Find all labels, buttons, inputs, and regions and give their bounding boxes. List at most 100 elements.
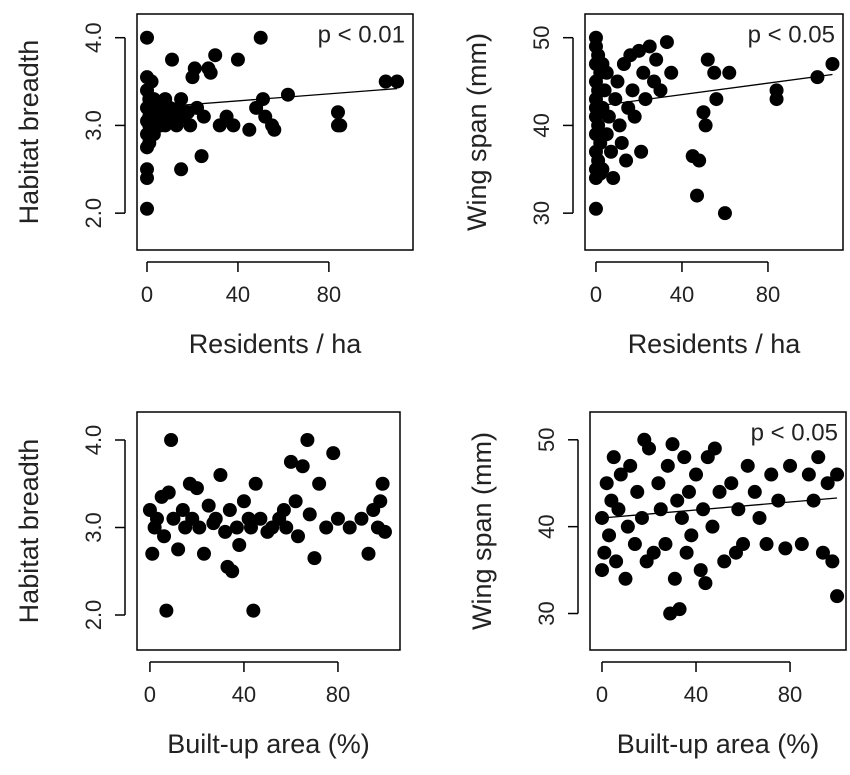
data-point bbox=[631, 43, 646, 58]
data-point bbox=[649, 52, 664, 67]
y-tick-label: 4.0 bbox=[81, 425, 106, 456]
data-point bbox=[175, 503, 190, 517]
data-point bbox=[280, 87, 295, 102]
data-point bbox=[606, 450, 621, 465]
data-point bbox=[681, 484, 696, 499]
data-point bbox=[717, 206, 732, 221]
data-point bbox=[794, 537, 809, 552]
data-point bbox=[174, 162, 189, 177]
data-point bbox=[731, 502, 746, 517]
data-point bbox=[665, 437, 680, 452]
data-point bbox=[717, 554, 732, 569]
data-point bbox=[653, 502, 668, 517]
data-point bbox=[226, 118, 241, 133]
data-point bbox=[236, 494, 251, 509]
y-tick-label: 40 bbox=[529, 113, 554, 137]
data-point bbox=[690, 188, 705, 203]
data-point bbox=[642, 39, 657, 54]
y-tick-label: 3.0 bbox=[81, 110, 106, 141]
x-axis-label: Built-up area (%) bbox=[167, 729, 370, 759]
data-point bbox=[659, 35, 674, 50]
annotation: p < 0.01 bbox=[318, 21, 405, 48]
y-axis-label: Wing span (mm) bbox=[462, 33, 492, 231]
data-point bbox=[354, 511, 369, 526]
data-point bbox=[604, 144, 619, 159]
data-point bbox=[653, 83, 668, 98]
data-point bbox=[696, 105, 711, 120]
data-point bbox=[201, 498, 216, 513]
data-point bbox=[707, 65, 722, 80]
data-point bbox=[140, 201, 155, 216]
data-point bbox=[333, 118, 348, 133]
data-point bbox=[606, 171, 621, 186]
data-point bbox=[801, 467, 816, 482]
y-tick-label: 40 bbox=[534, 514, 559, 538]
data-point bbox=[825, 57, 840, 72]
y-axis-label: Habitat breadth bbox=[14, 40, 44, 225]
data-point bbox=[144, 74, 159, 89]
data-point bbox=[692, 153, 707, 168]
data-point bbox=[677, 450, 692, 465]
data-point bbox=[764, 467, 779, 482]
data-point bbox=[300, 433, 315, 447]
data-point bbox=[161, 485, 176, 500]
data-point bbox=[601, 109, 616, 124]
data-point bbox=[610, 74, 625, 89]
data-point bbox=[820, 476, 835, 491]
x-tick-label: 40 bbox=[670, 282, 694, 307]
data-point bbox=[232, 538, 247, 552]
data-point bbox=[253, 511, 268, 526]
data-point bbox=[276, 503, 291, 517]
data-point bbox=[670, 493, 685, 508]
y-tick-label: 4.0 bbox=[81, 22, 106, 53]
data-point bbox=[225, 564, 240, 579]
data-point bbox=[194, 149, 209, 164]
y-axis-label: Wing span (mm) bbox=[467, 432, 497, 630]
annotation: p < 0.05 bbox=[751, 419, 838, 446]
plot-frame bbox=[589, 411, 847, 651]
data-point bbox=[705, 519, 720, 534]
data-point bbox=[595, 162, 610, 177]
data-point bbox=[693, 563, 708, 578]
data-point bbox=[658, 537, 673, 552]
x-axis-label: Built-up area (%) bbox=[617, 729, 820, 759]
data-point bbox=[646, 545, 661, 560]
data-point bbox=[689, 467, 704, 482]
data-point bbox=[159, 603, 174, 618]
data-point bbox=[707, 441, 722, 456]
fit-line bbox=[601, 497, 838, 519]
data-point bbox=[319, 520, 334, 535]
data-point bbox=[171, 542, 186, 557]
data-point bbox=[149, 511, 164, 526]
data-point bbox=[597, 545, 612, 560]
data-point bbox=[740, 458, 755, 473]
data-point bbox=[667, 571, 682, 586]
data-point bbox=[830, 589, 845, 604]
data-point bbox=[684, 528, 699, 543]
data-point bbox=[625, 83, 640, 98]
data-point bbox=[290, 529, 305, 544]
data-point bbox=[140, 162, 155, 177]
data-point bbox=[771, 493, 786, 508]
data-point bbox=[679, 545, 694, 560]
x-tick-label: 0 bbox=[590, 282, 602, 307]
data-point bbox=[627, 537, 642, 552]
data-point bbox=[192, 520, 207, 535]
data-point bbox=[618, 571, 633, 586]
data-point bbox=[183, 118, 198, 133]
data-point bbox=[248, 476, 263, 491]
data-point bbox=[759, 537, 774, 552]
data-point bbox=[736, 537, 751, 552]
data-point bbox=[342, 520, 357, 535]
data-point bbox=[642, 441, 657, 456]
data-point bbox=[778, 541, 793, 556]
data-point bbox=[752, 510, 767, 525]
data-point bbox=[229, 520, 244, 535]
data-point bbox=[213, 468, 228, 482]
data-point bbox=[609, 554, 624, 569]
plot-frame bbox=[136, 13, 414, 251]
data-point bbox=[373, 494, 388, 509]
data-point bbox=[599, 65, 614, 80]
data-point bbox=[700, 52, 715, 67]
